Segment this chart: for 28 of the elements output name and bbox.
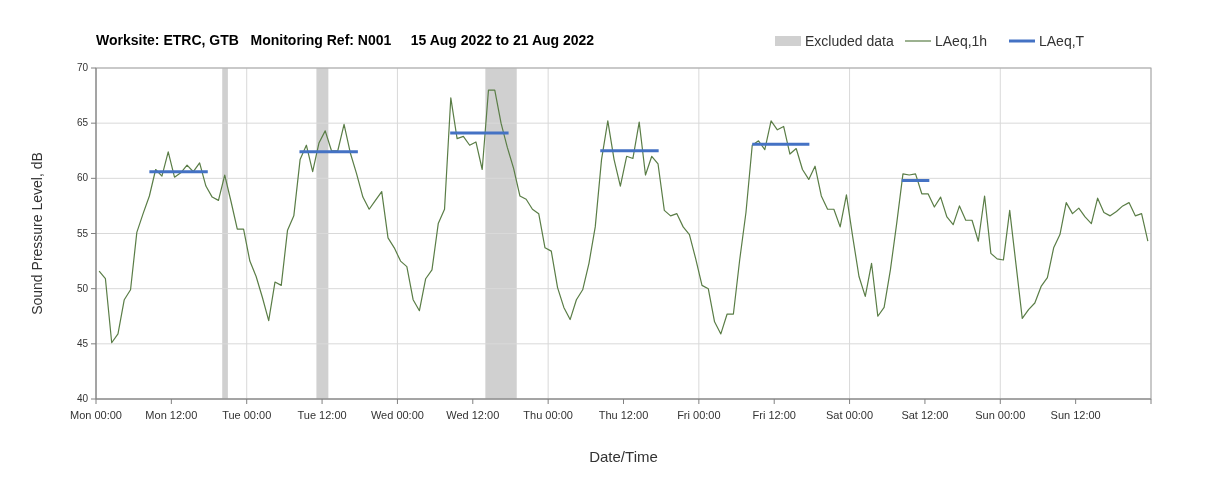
x-axis-title: Date/Time bbox=[589, 448, 658, 465]
legend-label: LAeq,1h bbox=[935, 33, 988, 49]
x-tick-label: Wed 12:00 bbox=[446, 409, 500, 421]
x-tick-label: Wed 00:00 bbox=[370, 409, 424, 421]
y-tick-label: 50 bbox=[76, 282, 89, 294]
x-tick-label: Thu 00:00 bbox=[523, 409, 573, 421]
x-tick-label: Tue 12:00 bbox=[297, 409, 347, 421]
y-tick-label: 60 bbox=[76, 172, 89, 184]
x-tick-label: Fri 12:00 bbox=[752, 409, 796, 421]
x-tick-label: Tue 00:00 bbox=[222, 409, 272, 421]
legend-label: LAeq,T bbox=[1039, 33, 1085, 49]
x-tick-label: Fri 00:00 bbox=[677, 409, 721, 421]
x-tick-label: Sun 12:00 bbox=[1050, 409, 1101, 421]
legend-label: Excluded data bbox=[805, 33, 894, 49]
y-tick-label: 65 bbox=[76, 117, 89, 129]
y-tick-label: 55 bbox=[76, 227, 89, 239]
y-axis-title: Sound Pressure Level, dB bbox=[29, 152, 45, 315]
x-tick-label: Sun 00:00 bbox=[975, 409, 1026, 421]
y-tick-label: 70 bbox=[76, 62, 89, 73]
line-series bbox=[98, 89, 1149, 344]
x-tick-label: Mon 00:00 bbox=[70, 409, 122, 421]
y-tick-label: 40 bbox=[76, 393, 89, 404]
x-tick-label: Sat 00:00 bbox=[826, 409, 874, 421]
x-tick-label: Sat 12:00 bbox=[901, 409, 949, 421]
y-tick-label: 45 bbox=[76, 337, 89, 349]
x-tick-label: Thu 12:00 bbox=[598, 409, 649, 421]
chart-title: Worksite: ETRC, GTB Monitoring Ref: N001 15 Aug 2022 to 21 Aug 2022 bbox=[96, 32, 595, 48]
x-tick-label: Mon 12:00 bbox=[145, 409, 198, 421]
